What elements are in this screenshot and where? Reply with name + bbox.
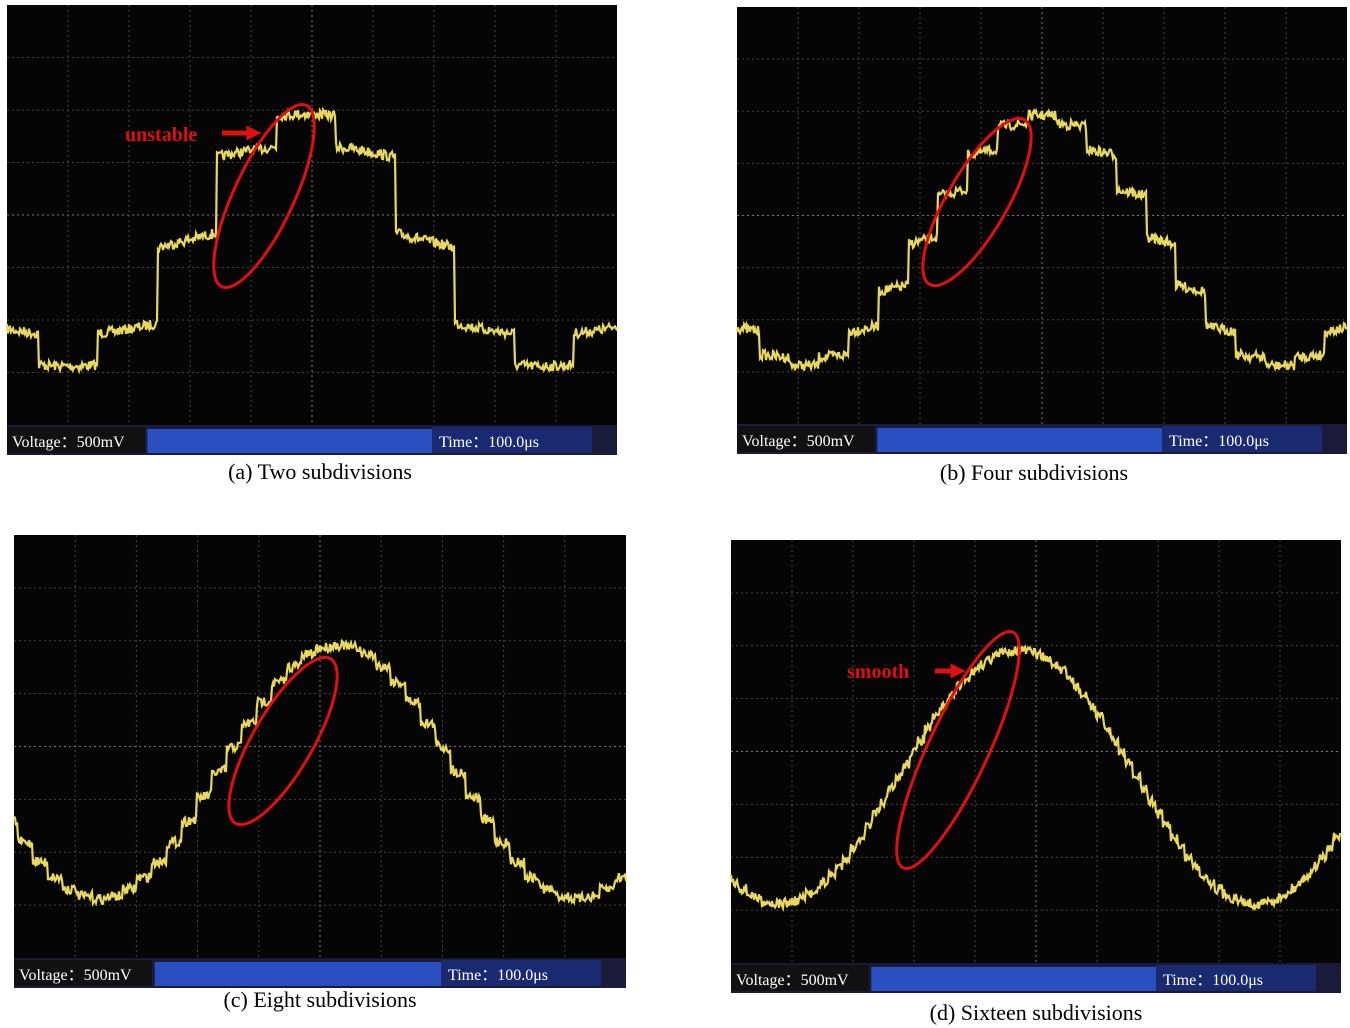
annotation: unstable xyxy=(125,124,197,146)
voltage-label: Voltage：500mV xyxy=(742,433,855,450)
voltage-label: Voltage：500mV xyxy=(19,967,132,984)
time-label: Time：100.0μs xyxy=(1169,433,1269,450)
caption: (d) Sixteen subdivisions xyxy=(930,1000,1143,1025)
time-label: Time：100.0μs xyxy=(439,434,539,451)
scope-panel: Voltage：500mV Time：100.0μs xyxy=(731,540,1341,993)
scope-panel: Voltage：500mV Time：100.0μs xyxy=(7,5,617,455)
caption: (a) Two subdivisions xyxy=(228,459,412,484)
page: Voltage：500mV Time：100.0μs (a) Two subdivi… xyxy=(0,0,1350,1028)
time-label: Time：100.0μs xyxy=(1163,972,1263,989)
annotation: smooth xyxy=(847,661,909,683)
figure: Voltage：500mV Time：100.0μs (a) Two subdivi… xyxy=(0,0,1350,1028)
scope-panel: Voltage：500mV Time：100.0μs xyxy=(14,535,626,988)
voltage-label: Voltage：500mV xyxy=(12,434,125,451)
voltage-label: Voltage：500mV xyxy=(736,972,849,989)
scope-panel: Voltage：500mV Time：100.0μs xyxy=(737,7,1347,454)
caption: (c) Eight subdivisions xyxy=(223,987,416,1012)
time-label: Time：100.0μs xyxy=(448,967,548,984)
caption: (b) Four subdivisions xyxy=(940,460,1128,485)
